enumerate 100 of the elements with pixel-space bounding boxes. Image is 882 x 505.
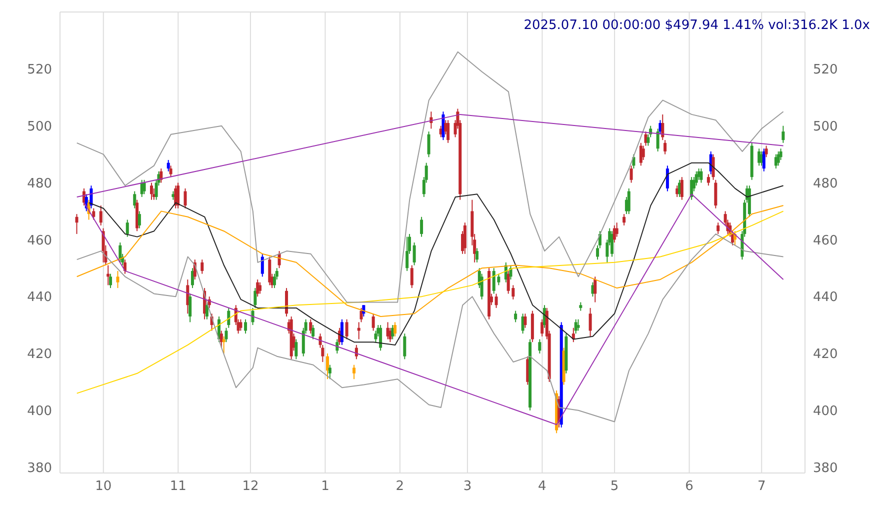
- candlestick: [406, 236, 409, 272]
- y-tick-label: 500: [27, 119, 52, 134]
- candlestick: [524, 313, 527, 328]
- candlestick: [446, 120, 450, 144]
- candlestick: [102, 228, 105, 263]
- candlestick: [116, 270, 120, 289]
- candlestick: [138, 210, 141, 229]
- candlestick: [656, 128, 660, 152]
- candlestick: [224, 327, 228, 343]
- candlestick: [227, 307, 230, 328]
- candlestick: [394, 322, 397, 337]
- candlestick: [540, 318, 544, 337]
- candlestick: [463, 222, 466, 254]
- x-tick-label: 6: [685, 479, 694, 494]
- candlestick: [410, 264, 414, 289]
- candlestick: [258, 282, 262, 294]
- candlestick: [379, 324, 382, 352]
- candlestick: [494, 293, 498, 308]
- candlestick: [576, 318, 580, 332]
- candlestick: [190, 268, 194, 289]
- candlestick: [706, 174, 710, 186]
- y-tick-label: 400: [27, 404, 52, 420]
- candlestick: [345, 318, 348, 340]
- y-tick-label: 380: [27, 460, 52, 476]
- candlestick: [312, 324, 315, 340]
- candlestick: [294, 338, 298, 360]
- candlestick: [538, 338, 542, 354]
- candlestick: [126, 219, 129, 238]
- candlestick: [420, 216, 424, 238]
- y-tick-label: 440: [27, 290, 52, 306]
- y2-tick-label: 460: [813, 233, 838, 248]
- candlestick: [714, 179, 718, 209]
- candlestick: [642, 145, 645, 160]
- candlestick: [782, 125, 785, 144]
- candlestick: [166, 159, 170, 172]
- y2-tick-label: 440: [813, 290, 838, 306]
- candlestick: [205, 302, 208, 320]
- candlestick: [268, 256, 272, 286]
- candlestick: [639, 142, 642, 166]
- y2-tick-label: 400: [813, 404, 838, 420]
- candlestick: [239, 318, 242, 332]
- candlestick: [309, 318, 312, 334]
- candlestick: [200, 259, 204, 274]
- candlestick: [776, 150, 780, 166]
- candlestick: [133, 190, 136, 209]
- x-tick-label: 12: [242, 479, 259, 494]
- candlestick: [244, 318, 248, 334]
- candlestick: [254, 288, 257, 308]
- y2-tick-label: 500: [813, 119, 838, 134]
- candlestick: [627, 188, 630, 215]
- candlestick: [328, 364, 332, 380]
- x-tick-label: 3: [463, 479, 472, 494]
- x-tick-label: 2: [396, 479, 404, 494]
- line-series: [76, 51, 784, 303]
- candlestick: [514, 310, 518, 323]
- candlestick: [764, 145, 768, 158]
- candlestick: [412, 242, 416, 266]
- candlestick: [622, 214, 626, 226]
- x-tick-label: 1: [321, 479, 330, 494]
- candlestick: [109, 273, 112, 289]
- candlestick: [594, 276, 597, 303]
- line-series: [76, 210, 784, 394]
- candlestick: [427, 131, 430, 158]
- candlestick: [99, 205, 102, 226]
- candlestick: [762, 148, 766, 172]
- candlestick: [176, 182, 180, 209]
- text: 2025.07.10 00:00:00 $497.94 1.41% vol:316.2K 1.0x: [524, 18, 870, 33]
- x-tick-label: 10: [95, 479, 112, 494]
- candlestick: [92, 208, 96, 220]
- candlestick: [150, 182, 153, 200]
- x-tick-label: 5: [610, 479, 619, 494]
- x-tick-label: 4: [538, 479, 546, 494]
- candlestick: [188, 293, 192, 323]
- y-tick-label: 480: [27, 176, 52, 192]
- candlestick: [352, 364, 356, 380]
- y2-tick-label: 480: [813, 176, 838, 192]
- candlestick: [475, 248, 478, 263]
- candlestick: [588, 307, 592, 337]
- x-tick-label: 11: [170, 479, 186, 494]
- y-tick-label: 420: [27, 347, 52, 362]
- candlestick: [220, 330, 223, 348]
- candlestick: [360, 307, 363, 323]
- candlestick: [403, 333, 406, 360]
- candlestick: [610, 230, 614, 258]
- candlestick: [661, 114, 664, 141]
- candlestick: [630, 165, 633, 184]
- y-tick-label: 460: [27, 233, 52, 248]
- line-series: [76, 205, 784, 317]
- candlestick: [664, 140, 667, 155]
- y2-tick-label: 520: [813, 62, 838, 78]
- x-tick-label: 7: [757, 479, 766, 494]
- candlestick: [712, 154, 715, 180]
- candlestick: [716, 222, 720, 234]
- candlestick: [285, 288, 288, 317]
- candlestick: [326, 352, 329, 380]
- y2-tick-label: 380: [813, 460, 838, 476]
- candlestick: [75, 214, 78, 234]
- candlestick: [680, 176, 684, 200]
- candlestick: [340, 318, 344, 346]
- y2-tick-label: 420: [813, 347, 838, 362]
